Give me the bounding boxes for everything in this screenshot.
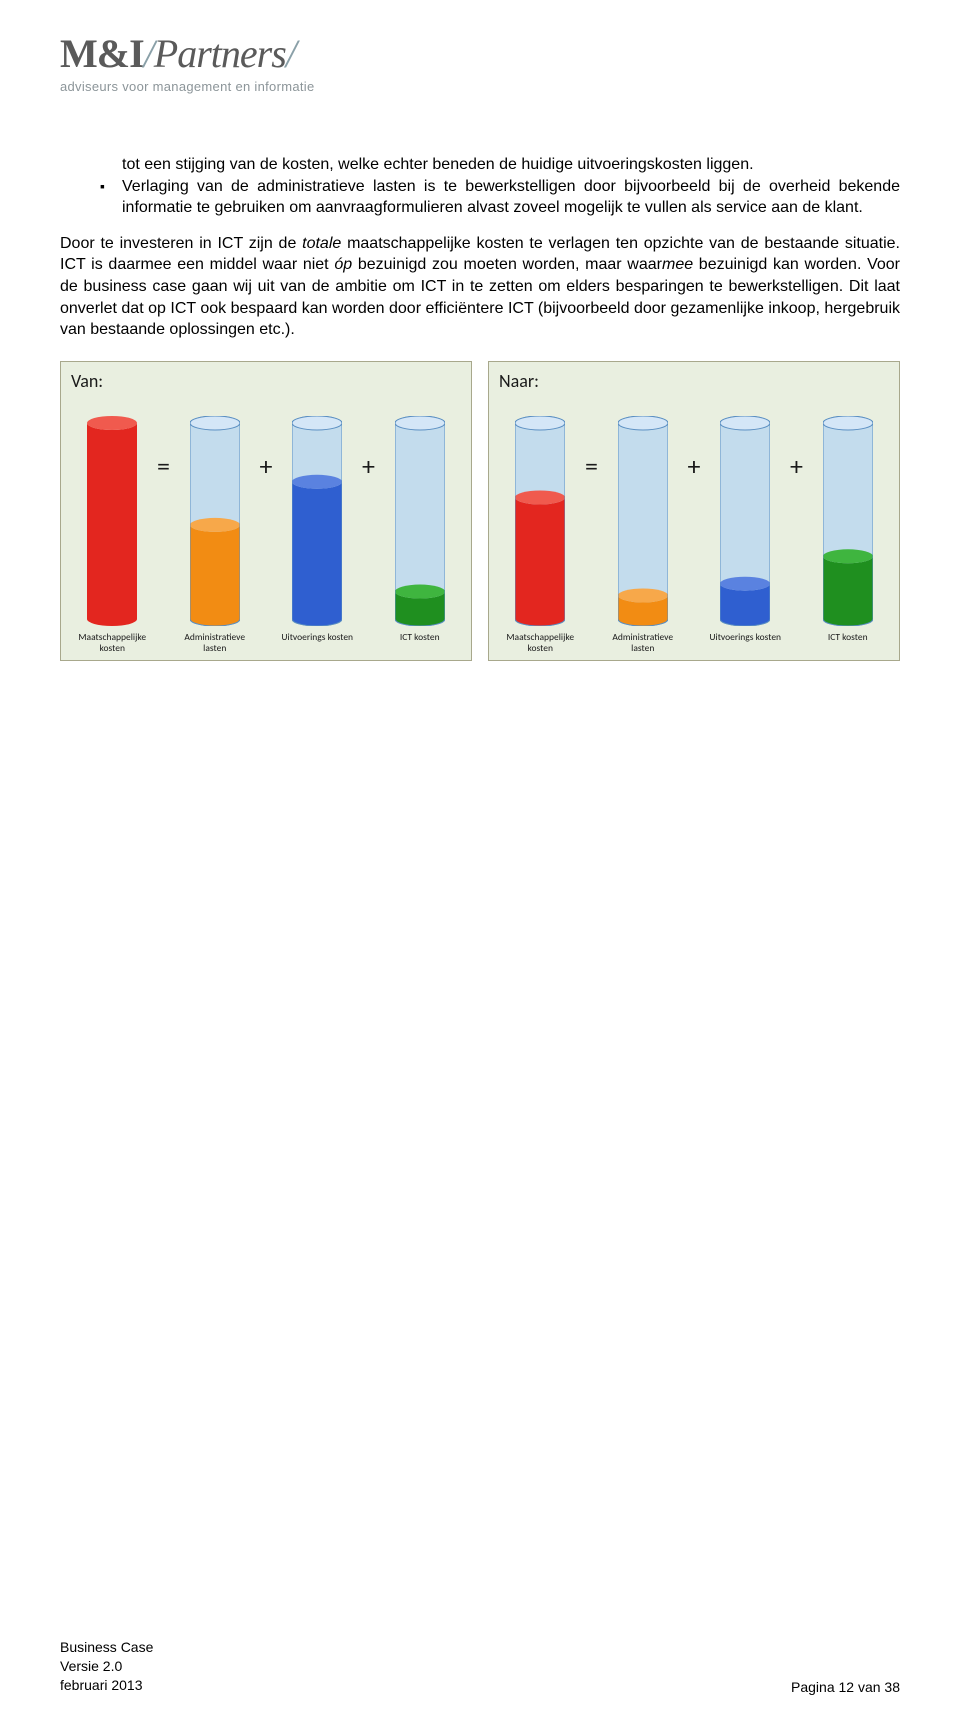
cylinder-label: ICT kosten (807, 632, 890, 654)
diagram-row: Van: = + + Maatschappelijke kosten Administra… (60, 361, 900, 661)
operator: + (684, 450, 704, 572)
operator: + (359, 450, 379, 572)
footer-page: Pagina 12 van 38 (791, 1679, 900, 1695)
logo-partners: Partners (154, 31, 286, 76)
footer-title: Business Case (60, 1638, 153, 1657)
operator: + (787, 450, 807, 572)
logo-subtitle: adviseurs voor management en informatie (60, 79, 900, 94)
footer-version: Versie 2.0 (60, 1657, 153, 1676)
cylinder-label: ICT kosten (379, 632, 462, 654)
bullet-text: Verlaging van de administratieve lasten … (122, 176, 900, 219)
cylinder (71, 416, 154, 626)
bullet-item: ▪ Verlaging van de administratieve laste… (100, 176, 900, 219)
label-row: Maatschappelijke kosten Administratieve l… (71, 632, 461, 654)
logo-trailing-slash: / (286, 31, 296, 76)
cylinder-label: Administratieve lasten (602, 632, 685, 654)
cylinder-row: = + + (499, 396, 889, 626)
cylinder (499, 416, 582, 626)
panel-title: Van: (71, 370, 461, 392)
cylinder-label: Administratieve lasten (174, 632, 257, 654)
cylinder-label: Maatschappelijke kosten (71, 632, 154, 654)
cylinder-label: Uitvoerings kosten (276, 632, 359, 654)
paragraph: Door te investeren in ICT zijn de totale… (60, 233, 900, 341)
cylinder (807, 416, 890, 626)
bullet-text: tot een stijging van de kosten, welke ec… (122, 154, 900, 176)
diagram-panel: Van: = + + Maatschappelijke kosten Administra… (60, 361, 472, 661)
operator: = (582, 450, 602, 572)
footer-date: februari 2013 (60, 1676, 153, 1695)
bullet-item: tot een stijging van de kosten, welke ec… (100, 154, 900, 176)
cylinder (276, 416, 359, 626)
diagram-panel: Naar: = + + Maatschappelijke kosten Administr… (488, 361, 900, 661)
panel-title: Naar: (499, 370, 889, 392)
logo-main: M&I/Partners/ (60, 30, 900, 77)
cylinder (174, 416, 257, 626)
operator: + (256, 450, 276, 572)
cylinder-label: Maatschappelijke kosten (499, 632, 582, 654)
logo-mi: M&I (60, 31, 144, 76)
cylinder-row: = + + (71, 396, 461, 626)
cylinder (704, 416, 787, 626)
logo-slash: / (144, 31, 154, 76)
cylinder (602, 416, 685, 626)
logo: M&I/Partners/ adviseurs voor management … (60, 30, 900, 94)
cylinder (379, 416, 462, 626)
label-row: Maatschappelijke kosten Administratieve l… (499, 632, 889, 654)
operator: = (154, 450, 174, 572)
body-text: tot een stijging van de kosten, welke ec… (60, 154, 900, 341)
bullet-marker: ▪ (100, 176, 122, 219)
cylinder-label: Uitvoerings kosten (704, 632, 787, 654)
page-footer: Business Case Versie 2.0 februari 2013 P… (60, 1638, 900, 1695)
bullet-marker (100, 154, 122, 176)
